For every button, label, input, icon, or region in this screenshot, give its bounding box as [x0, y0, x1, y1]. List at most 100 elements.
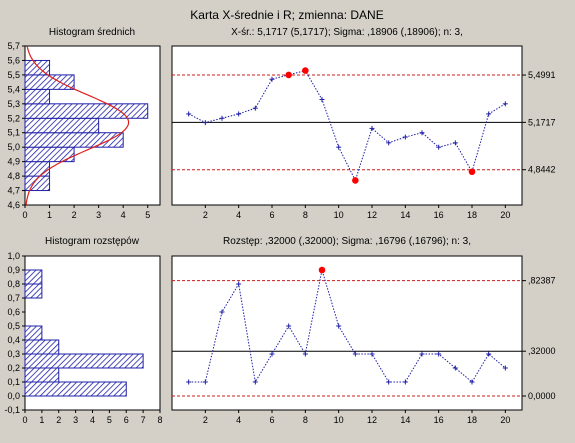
series-line — [188, 70, 506, 182]
out-of-control-point — [318, 266, 326, 274]
data-point — [402, 379, 408, 385]
data-point — [486, 351, 492, 357]
limit-label-center: 5,1717 — [528, 117, 556, 127]
x-tick-label: 12 — [367, 210, 377, 220]
x-tick-label: 4 — [236, 210, 241, 220]
x-tick-label: 2 — [56, 415, 61, 425]
data-point — [502, 101, 508, 107]
y-tick-label: 0,9 — [7, 265, 20, 275]
data-point — [369, 125, 375, 131]
control-chart-plot-area — [171, 255, 523, 411]
x-tick-label: 5 — [107, 415, 112, 425]
x-tick-label: 6 — [269, 415, 274, 425]
x-tick-label: 8 — [303, 415, 308, 425]
data-point — [436, 144, 442, 150]
out-of-control-point — [352, 177, 359, 184]
data-point — [502, 365, 508, 371]
data-point — [202, 120, 208, 126]
histogram-bar — [24, 117, 100, 134]
control-chart-plot-area — [171, 45, 523, 206]
y-tick-label: 4,6 — [7, 200, 20, 210]
y-tick-label: 5,2 — [7, 113, 20, 123]
data-point — [336, 323, 342, 329]
x-tick-label: 14 — [400, 415, 410, 425]
out-of-control-point — [302, 67, 309, 74]
histogram-bar — [24, 269, 43, 285]
data-point — [469, 379, 475, 385]
histogram-bar — [24, 88, 51, 105]
limit-label-lcl: 4,8442 — [528, 165, 556, 175]
data-point — [186, 111, 192, 117]
y-tick-label: 5,5 — [7, 70, 20, 80]
data-point — [452, 140, 458, 146]
x-tick-label: 6 — [124, 415, 129, 425]
x-tick-label: 16 — [434, 415, 444, 425]
data-point — [386, 379, 392, 385]
histogram-bar — [24, 353, 144, 369]
out-of-control-point — [468, 168, 476, 176]
y-tick-label: 4,9 — [7, 157, 20, 167]
histogram-bar — [24, 381, 127, 397]
histogram-bar — [24, 339, 60, 355]
range-chart-title: Rozstęp: ,32000 (,32000); Sigma: ,16796 … — [223, 236, 471, 247]
x-tick-label: 1 — [47, 210, 52, 220]
data-point — [352, 351, 358, 357]
x-tick-label: 2 — [203, 415, 208, 425]
data-point — [419, 130, 425, 136]
y-tick-label: 0,3 — [7, 349, 20, 359]
y-tick-label: 5,0 — [7, 142, 20, 152]
main-title: Karta X-średnie i R; zmienna: DANE — [190, 8, 383, 22]
series-line — [188, 269, 506, 384]
x-tick-label: 14 — [400, 210, 410, 220]
y-tick-label: 4,7 — [7, 186, 20, 196]
y-tick-label: 5,7 — [7, 41, 20, 51]
data-point — [236, 111, 242, 117]
range-histogram-title: Histogram rozstępów — [45, 236, 140, 247]
data-point — [219, 309, 225, 315]
data-point — [202, 379, 208, 385]
y-tick-label: 1,0 — [7, 251, 20, 261]
x-tick-label: 6 — [269, 210, 274, 220]
y-tick-label: 5,4 — [7, 84, 20, 94]
limit-label-lcl: 0,0000 — [528, 391, 556, 401]
data-point — [269, 76, 275, 82]
x-tick-label: 2 — [203, 210, 208, 220]
y-tick-label: 0,1 — [7, 377, 20, 387]
data-point — [386, 140, 392, 146]
data-point — [302, 351, 308, 357]
out-of-control-point — [285, 71, 292, 79]
data-point — [219, 115, 225, 121]
y-tick-label: 5,6 — [7, 55, 20, 65]
x-tick-label: 18 — [467, 210, 477, 220]
histogram-bar — [24, 103, 149, 119]
x-tick-label: 2 — [72, 210, 77, 220]
xbar-histogram-title: Histogram średnich — [49, 27, 135, 38]
y-tick-label: 0,8 — [7, 279, 20, 289]
y-tick-label: 0,4 — [7, 335, 20, 345]
data-point — [269, 351, 275, 357]
x-tick-label: 20 — [500, 210, 510, 220]
x-tick-label: 1 — [39, 415, 44, 425]
y-tick-label: 5,3 — [7, 99, 20, 109]
y-tick-label: 0,0 — [7, 391, 20, 401]
x-tick-label: 12 — [367, 415, 377, 425]
data-point — [252, 379, 258, 385]
data-point — [452, 365, 458, 371]
x-tick-label: 8 — [303, 210, 308, 220]
x-tick-label: 0 — [22, 415, 27, 425]
x-tick-label: 20 — [500, 415, 510, 425]
histogram-bar — [24, 367, 60, 383]
data-point — [402, 134, 408, 140]
data-point — [236, 281, 242, 287]
x-tick-label: 3 — [73, 415, 78, 425]
x-tick-label: 7 — [141, 415, 146, 425]
histogram-bar — [24, 74, 75, 90]
x-tick-label: 0 — [22, 210, 27, 220]
x-tick-label: 16 — [434, 210, 444, 220]
x-tick-label: 8 — [157, 415, 162, 425]
x-tick-label: 10 — [334, 415, 344, 425]
y-tick-label: 0,6 — [7, 307, 20, 317]
y-tick-label: 5,1 — [7, 128, 20, 138]
normal-curve — [25, 45, 130, 206]
data-point — [319, 96, 325, 102]
